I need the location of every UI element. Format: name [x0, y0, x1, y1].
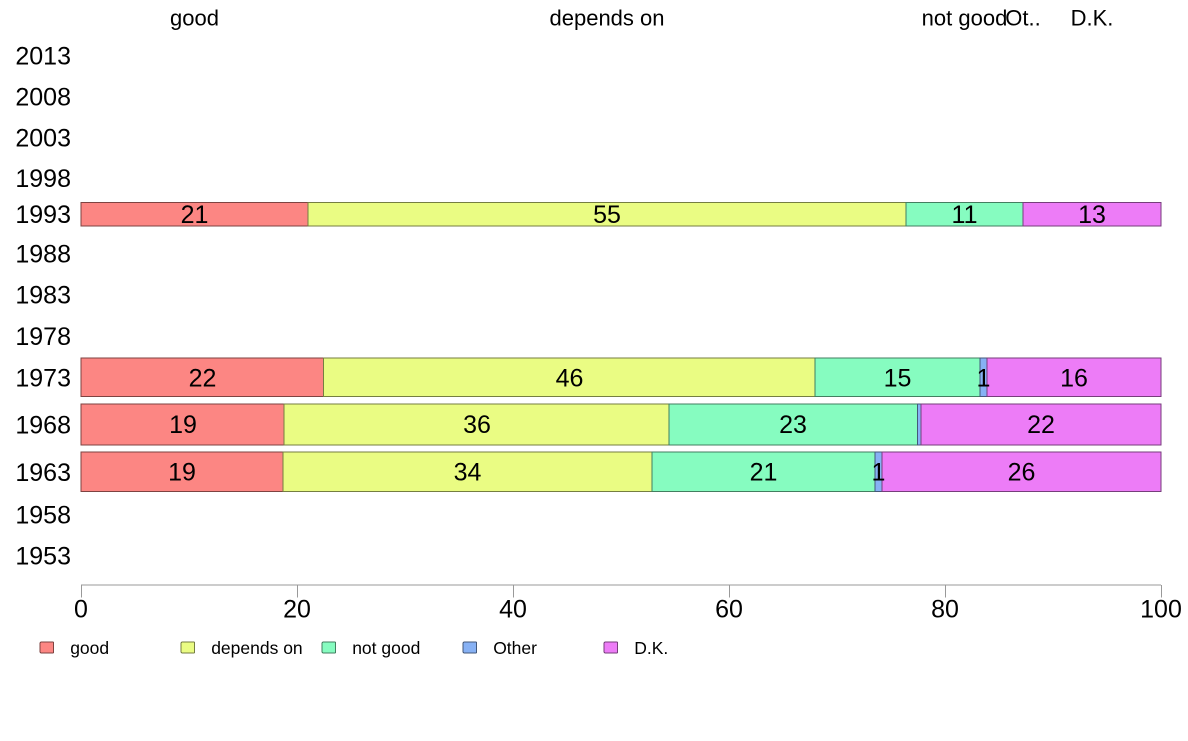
svg-text:21: 21: [181, 201, 209, 229]
svg-text:34: 34: [454, 459, 482, 487]
svg-text:1973: 1973: [15, 364, 71, 392]
svg-text:100: 100: [1140, 595, 1182, 623]
svg-text:80: 80: [931, 595, 959, 623]
svg-text:22: 22: [189, 364, 217, 392]
svg-text:2008: 2008: [15, 84, 71, 112]
svg-text:26: 26: [1008, 459, 1036, 487]
svg-text:1993: 1993: [15, 201, 71, 229]
svg-text:1998: 1998: [15, 165, 71, 193]
svg-text:46: 46: [556, 364, 584, 392]
svg-text:1978: 1978: [15, 323, 71, 351]
svg-text:1968: 1968: [15, 411, 71, 439]
svg-text:55: 55: [593, 201, 621, 229]
svg-text:1958: 1958: [15, 502, 71, 530]
svg-text:2003: 2003: [15, 125, 71, 153]
svg-text:1953: 1953: [15, 543, 71, 571]
svg-text:Ot..: Ot..: [1005, 6, 1040, 31]
svg-text:36: 36: [463, 411, 491, 439]
svg-text:not good: not good: [922, 6, 1008, 31]
svg-text:good: good: [70, 638, 109, 658]
svg-text:19: 19: [169, 411, 197, 439]
svg-text:2013: 2013: [15, 43, 71, 71]
svg-text:Other: Other: [493, 638, 537, 658]
svg-text:15: 15: [884, 364, 912, 392]
svg-text:good: good: [170, 6, 219, 31]
svg-text:21: 21: [750, 459, 778, 487]
svg-text:20: 20: [283, 595, 311, 623]
svg-text:13: 13: [1078, 201, 1106, 229]
svg-text:22: 22: [1027, 411, 1055, 439]
svg-text:1: 1: [872, 459, 886, 487]
svg-text:D.K.: D.K.: [1071, 6, 1114, 31]
svg-text:not good: not good: [352, 638, 420, 658]
svg-text:1: 1: [977, 364, 991, 392]
svg-text:19: 19: [168, 459, 196, 487]
svg-text:depends on: depends on: [550, 6, 665, 31]
svg-text:1988: 1988: [15, 240, 71, 268]
svg-text:D.K.: D.K.: [634, 638, 668, 658]
svg-text:11: 11: [952, 201, 978, 229]
svg-text:40: 40: [499, 595, 527, 623]
svg-text:16: 16: [1060, 364, 1088, 392]
svg-text:depends on: depends on: [211, 638, 302, 658]
svg-text:60: 60: [715, 595, 743, 623]
svg-text:1983: 1983: [15, 281, 71, 309]
svg-text:1963: 1963: [15, 459, 71, 487]
svg-text:23: 23: [779, 411, 807, 439]
svg-text:0: 0: [74, 595, 88, 623]
